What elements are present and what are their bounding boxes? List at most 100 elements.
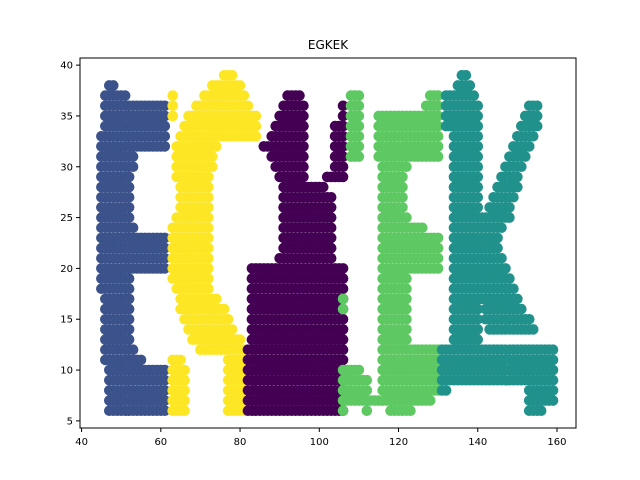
data-point — [337, 334, 349, 345]
data-point — [294, 90, 305, 101]
data-point — [361, 385, 373, 396]
data-point — [523, 141, 535, 152]
data-point — [203, 191, 214, 203]
data-point — [472, 171, 484, 183]
plot-frame — [79, 57, 577, 429]
data-point — [512, 171, 523, 183]
data-point — [472, 120, 484, 132]
x-tick-label: 80 — [234, 437, 247, 448]
data-point — [353, 130, 365, 142]
data-point — [123, 273, 135, 284]
data-point — [527, 324, 539, 335]
data-point — [492, 232, 503, 244]
data-point — [401, 212, 412, 223]
chart-title: EGKEK — [308, 38, 349, 52]
series-1-letter-e — [96, 80, 171, 417]
data-point — [159, 405, 171, 417]
data-point — [179, 374, 190, 386]
data-point — [472, 313, 484, 325]
data-point — [472, 324, 484, 335]
data-point — [203, 252, 214, 264]
data-point — [123, 181, 135, 193]
data-point — [127, 222, 139, 234]
y-tick-label: 35 — [60, 111, 73, 122]
data-point — [401, 324, 412, 335]
data-point — [203, 171, 214, 183]
data-point — [547, 364, 559, 376]
data-point — [159, 385, 171, 396]
data-point — [508, 283, 519, 295]
data-point — [325, 232, 337, 244]
data-point — [401, 161, 412, 173]
x-tick-label: 160 — [547, 437, 566, 448]
data-point — [175, 354, 186, 366]
data-point — [516, 161, 527, 173]
data-point — [226, 69, 238, 81]
data-point — [472, 110, 484, 122]
data-point — [492, 242, 503, 254]
data-point — [325, 222, 337, 234]
data-point — [353, 120, 365, 132]
data-point — [472, 334, 484, 345]
data-point — [123, 191, 135, 203]
data-point — [159, 374, 171, 386]
data-point — [353, 141, 365, 152]
data-point — [159, 395, 171, 406]
data-point — [432, 130, 444, 142]
data-point — [401, 283, 412, 295]
data-point — [472, 181, 484, 193]
data-point — [218, 303, 230, 315]
data-point — [159, 141, 171, 152]
data-point — [535, 405, 547, 417]
x-axis: 40 60 80 100 120 140 160 — [75, 428, 567, 448]
data-point — [337, 171, 349, 183]
data-point — [547, 385, 559, 396]
data-point — [337, 344, 349, 356]
data-point — [472, 130, 484, 142]
data-point — [472, 202, 484, 213]
data-point — [337, 120, 349, 132]
data-point — [547, 344, 559, 356]
data-point — [167, 100, 178, 112]
data-point — [547, 395, 559, 406]
data-point — [203, 273, 214, 284]
data-point — [432, 232, 444, 244]
y-axis: 5 10 15 20 25 30 35 40 — [60, 61, 80, 427]
data-point — [159, 100, 171, 112]
data-point — [298, 141, 309, 152]
data-point — [123, 334, 135, 345]
data-point — [337, 141, 349, 152]
data-point — [512, 181, 523, 193]
data-point — [159, 263, 171, 274]
data-point — [123, 303, 135, 315]
data-point — [325, 252, 337, 264]
data-point — [179, 364, 190, 376]
data-point — [238, 90, 250, 101]
data-point — [203, 212, 214, 223]
data-point — [250, 110, 262, 122]
data-point — [337, 303, 349, 315]
data-point — [440, 385, 452, 396]
data-point — [373, 395, 385, 406]
data-point — [531, 100, 543, 112]
data-point — [468, 90, 480, 101]
data-points — [96, 69, 559, 417]
data-point — [401, 303, 412, 315]
data-point — [210, 293, 222, 305]
data-point — [353, 90, 365, 101]
data-point — [432, 90, 444, 101]
data-point — [179, 395, 190, 406]
data-point — [325, 191, 337, 203]
x-tick-label: 100 — [310, 437, 329, 448]
data-point — [337, 313, 349, 325]
data-point — [123, 313, 135, 325]
data-point — [325, 202, 337, 213]
data-point — [127, 151, 139, 162]
data-point — [401, 313, 412, 325]
data-point — [504, 202, 515, 213]
data-point — [123, 293, 135, 305]
data-point — [472, 151, 484, 162]
y-tick-label: 5 — [67, 416, 73, 427]
data-point — [337, 263, 349, 274]
data-point — [203, 283, 214, 295]
